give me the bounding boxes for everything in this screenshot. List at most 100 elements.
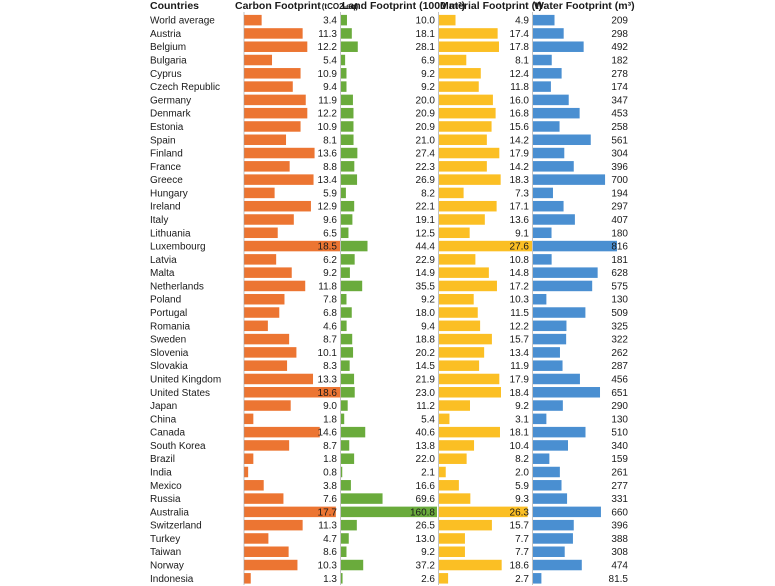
material-value-label: 18.1: [510, 428, 530, 439]
carbon-value-label: 17.7: [318, 507, 338, 518]
carbon-bar: [244, 400, 291, 411]
carbon-bar: [244, 134, 287, 146]
carbon-value-label: 18.5: [318, 242, 338, 253]
country-label: Germany: [150, 95, 191, 106]
carbon-bar: [244, 333, 290, 345]
land-bar: [341, 320, 347, 332]
land-value-label: 9.2: [421, 69, 435, 80]
material-value-label: 7.3: [515, 188, 529, 199]
carbon-bar: [244, 14, 262, 26]
country-label: Mexico: [150, 481, 182, 492]
water-value-label: 130: [611, 295, 628, 306]
country-label: Taiwan: [150, 547, 181, 558]
land-value-label: 21.9: [416, 374, 436, 385]
carbon-value-label: 4.7: [323, 534, 337, 545]
land-value-label: 18.1: [416, 29, 436, 40]
table-row: France 8.8 22.3 14.2 396: [150, 161, 628, 173]
land-bar: [341, 546, 347, 557]
country-label: Sweden: [150, 335, 186, 346]
table-row: Malta 9.2 14.9 14.8 628: [150, 267, 628, 279]
material-bar: [439, 533, 465, 544]
table-row: India 0.8 2.1 2.0 261: [150, 466, 628, 479]
material-value-label: 16.8: [510, 109, 530, 120]
water-bar: [533, 267, 598, 278]
table-row: Indonesia 1.3 2.6 2.7 81.5: [150, 573, 628, 585]
carbon-bar: [244, 121, 301, 132]
water-bar: [533, 81, 551, 92]
table-row: Romania 4.6 9.4 12.2 325: [150, 320, 628, 332]
country-label: Brazil: [150, 454, 175, 465]
country-label: Cyprus: [150, 69, 182, 80]
material-bar: [439, 121, 492, 132]
land-value-label: 160.8: [410, 507, 435, 518]
water-bar: [533, 214, 575, 225]
table-row: South Korea 8.7 13.8 10.4 340: [150, 440, 628, 452]
carbon-value-label: 9.2: [323, 268, 337, 279]
land-bar: [341, 107, 354, 119]
material-value-label: 11.5: [510, 308, 529, 319]
water-bar: [533, 333, 567, 345]
carbon-bar: [244, 187, 275, 199]
column-headers: Countries Carbon Footprint(tCO2-eq)Land …: [150, 0, 635, 12]
material-bar: [439, 240, 532, 252]
material-bar: [439, 41, 499, 52]
water-bar: [533, 387, 601, 398]
land-value-label: 22.1: [416, 202, 436, 213]
water-series-header: Water Footprint (m³): [534, 0, 635, 12]
water-bar: [533, 227, 552, 239]
material-bar: [439, 453, 467, 464]
material-value-label: 11.9: [510, 361, 529, 372]
material-bar: [439, 493, 471, 504]
carbon-bar: [244, 466, 249, 478]
land-value-label: 22.3: [416, 162, 436, 173]
carbon-value-label: 8.6: [323, 547, 337, 558]
land-bar: [341, 94, 353, 106]
table-row: Taiwan 8.6 9.2 7.7 308: [150, 546, 628, 558]
carbon-value-label: 5.9: [323, 188, 337, 199]
land-bar: [341, 373, 355, 385]
material-value-label: 26.3: [510, 507, 530, 518]
material-value-label: 12.4: [510, 69, 530, 80]
land-value-label: 37.2: [416, 561, 436, 572]
land-value-label: 35.5: [416, 281, 436, 292]
country-label: Romania: [150, 321, 190, 332]
land-bar: [341, 466, 343, 478]
land-value-label: 23.0: [416, 388, 436, 399]
material-bar: [439, 426, 500, 438]
carbon-value-label: 7.6: [323, 494, 337, 505]
country-label: Japan: [150, 401, 177, 412]
material-bar: [439, 28, 498, 39]
carbon-bar: [244, 54, 273, 66]
water-value-label: 700: [611, 175, 628, 186]
carbon-value-label: 9.4: [323, 82, 337, 93]
water-value-label: 396: [611, 162, 628, 173]
material-value-label: 27.6: [510, 242, 530, 253]
table-row: Sweden 8.7 18.8 15.7 322: [150, 333, 628, 346]
land-bar: [341, 426, 366, 438]
water-value-label: 194: [611, 188, 628, 199]
carbon-bar: [244, 373, 314, 385]
material-value-label: 10.3: [510, 295, 530, 306]
land-value-label: 40.6: [416, 428, 436, 439]
land-value-label: 5.4: [421, 414, 435, 425]
country-label: World average: [150, 16, 215, 27]
water-bar: [533, 493, 568, 504]
land-bar: [341, 387, 355, 398]
country-label: Malta: [150, 268, 175, 279]
land-value-label: 22.9: [416, 255, 436, 266]
water-value-label: 174: [611, 82, 628, 93]
water-bar: [533, 373, 580, 385]
country-label: Canada: [150, 428, 185, 439]
water-bar: [533, 280, 593, 292]
carbon-value-label: 10.9: [318, 69, 338, 80]
carbon-bar: [244, 267, 292, 278]
country-label: Czech Republic: [150, 82, 220, 93]
material-value-label: 13.4: [510, 348, 530, 359]
table-row: Denmark 12.2 20.9 16.8 453: [150, 107, 628, 120]
material-value-label: 10.8: [510, 255, 530, 266]
land-bar: [341, 440, 350, 451]
country-label: Luxembourg: [150, 242, 206, 253]
carbon-bar: [244, 506, 336, 518]
carbon-bar: [244, 307, 280, 318]
carbon-bar: [244, 280, 306, 292]
